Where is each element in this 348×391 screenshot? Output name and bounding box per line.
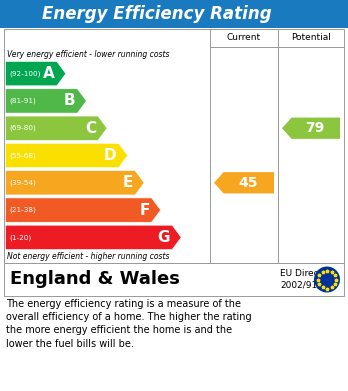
Polygon shape xyxy=(6,89,86,113)
Text: (1-20): (1-20) xyxy=(9,234,31,240)
Text: A: A xyxy=(43,66,55,81)
Polygon shape xyxy=(6,198,160,222)
Polygon shape xyxy=(214,172,274,194)
Text: Potential: Potential xyxy=(291,34,331,43)
Text: Current: Current xyxy=(227,34,261,43)
Bar xyxy=(4,263,344,296)
Text: Not energy efficient - higher running costs: Not energy efficient - higher running co… xyxy=(7,252,169,261)
Text: (55-68): (55-68) xyxy=(9,152,36,159)
Circle shape xyxy=(314,267,340,292)
Text: EU Directive: EU Directive xyxy=(280,269,336,278)
Text: G: G xyxy=(158,230,170,245)
Polygon shape xyxy=(6,225,181,249)
Polygon shape xyxy=(6,170,144,195)
Text: (81-91): (81-91) xyxy=(9,98,36,104)
Polygon shape xyxy=(6,143,128,168)
Text: England & Wales: England & Wales xyxy=(10,271,180,289)
Polygon shape xyxy=(6,61,66,86)
Text: Energy Efficiency Rating: Energy Efficiency Rating xyxy=(42,5,271,23)
Text: D: D xyxy=(104,148,117,163)
Text: 79: 79 xyxy=(306,121,325,135)
Text: B: B xyxy=(64,93,76,108)
Text: C: C xyxy=(85,121,96,136)
Text: (39-54): (39-54) xyxy=(9,179,36,186)
Text: 2002/91/EC: 2002/91/EC xyxy=(280,281,332,290)
Text: E: E xyxy=(123,175,133,190)
Text: The energy efficiency rating is a measure of the
overall efficiency of a home. T: The energy efficiency rating is a measur… xyxy=(6,299,252,349)
Text: 45: 45 xyxy=(238,176,258,190)
Text: (21-38): (21-38) xyxy=(9,207,36,213)
Polygon shape xyxy=(6,116,107,140)
Text: F: F xyxy=(139,203,150,217)
Text: Very energy efficient - lower running costs: Very energy efficient - lower running co… xyxy=(7,50,169,59)
Text: (92-100): (92-100) xyxy=(9,70,40,77)
Bar xyxy=(4,29,344,263)
Text: (69-80): (69-80) xyxy=(9,125,36,131)
Bar xyxy=(0,0,348,28)
Polygon shape xyxy=(282,118,340,139)
